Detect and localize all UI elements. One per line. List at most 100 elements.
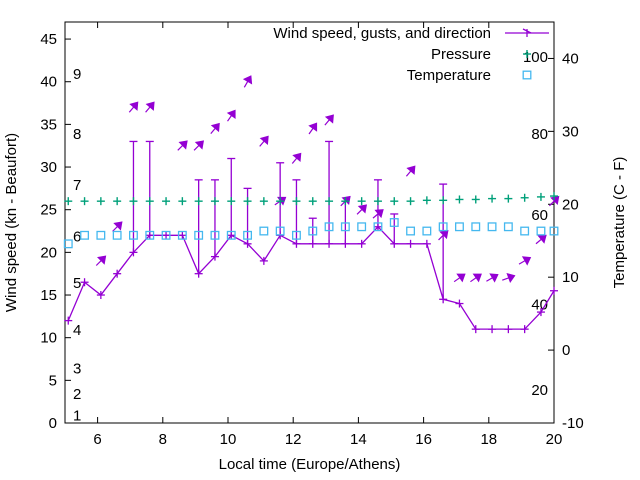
beaufort-label: 9	[73, 66, 81, 83]
wind-direction-arrow-head	[292, 152, 302, 163]
temperature-marker	[177, 230, 187, 240]
wind-direction-arrow-head	[489, 273, 499, 283]
x-axis-title: Local time (Europe/Athens)	[219, 456, 401, 473]
y-tick-label: 0	[49, 415, 57, 432]
temperature-marker	[406, 226, 416, 236]
inner-scale-label: 20	[531, 382, 548, 399]
temperature-marker	[80, 230, 90, 240]
temperature-marker	[96, 230, 106, 240]
y-tick-label: 45	[40, 31, 57, 48]
legend-label: Temperature	[407, 67, 491, 84]
wind-direction-arrow-head	[439, 229, 449, 240]
temperature-marker	[455, 222, 464, 232]
x-tick-label: 20	[546, 431, 563, 448]
temperature-marker	[292, 230, 301, 240]
legend-label: Pressure	[431, 46, 491, 63]
temperature-marker	[340, 222, 350, 232]
temperature-marker	[226, 230, 236, 240]
temperature-marker	[161, 230, 171, 240]
temperature-marker	[324, 222, 334, 232]
inner-scale-label: 40	[531, 297, 548, 314]
y-tick-label: 30	[40, 159, 57, 176]
x-tick-label: 8	[159, 431, 167, 448]
y2-tick-label: 10	[562, 269, 579, 286]
temperature-marker	[471, 222, 481, 232]
temperature-marker	[275, 226, 285, 236]
wind-direction-arrow-head	[521, 256, 532, 266]
wind-direction-arrow-head	[113, 221, 123, 231]
y-axis-title: Wind speed (kn - Beaufort)	[3, 133, 20, 312]
temperature-marker	[422, 226, 432, 236]
temperature-marker	[308, 226, 318, 236]
temperature-marker	[373, 222, 383, 232]
y-tick-label: 15	[40, 287, 57, 304]
legend-label: Wind speed, gusts, and direction	[273, 25, 491, 42]
y2-tick-label: 40	[562, 50, 579, 67]
x-tick-label: 18	[480, 431, 497, 448]
temperature-marker	[536, 226, 546, 236]
wind-direction-arrow-head	[129, 101, 139, 111]
temperature-marker	[210, 230, 220, 240]
y-tick-label: 20	[40, 244, 57, 261]
temperature-marker	[145, 230, 155, 240]
y-tick-label: 25	[40, 202, 57, 219]
wind-direction-arrow-head	[178, 140, 188, 150]
beaufort-label: 6	[73, 228, 81, 245]
wind-direction-arrow-head	[97, 255, 107, 265]
temperature-marker	[259, 226, 269, 236]
wind-direction-arrow-head	[374, 209, 384, 219]
wind-direction-arrow-head	[357, 204, 367, 214]
temperature-marker	[520, 226, 530, 236]
y2-tick-label: 20	[562, 196, 579, 213]
x-tick-label: 14	[350, 431, 367, 448]
y-tick-label: 35	[40, 116, 57, 133]
wind-direction-arrow-head	[194, 140, 204, 150]
temperature-marker	[112, 230, 122, 240]
beaufort-label: 3	[73, 361, 81, 378]
temperature-marker	[63, 239, 73, 249]
inner-scale-label: 60	[531, 207, 548, 224]
y2-axis-title: Temperature (C - F)	[611, 157, 628, 289]
temperature-marker	[357, 222, 367, 232]
wind-speed-line	[67, 225, 555, 330]
temperature-marker	[194, 230, 204, 240]
x-tick-label: 16	[415, 431, 432, 448]
wind-direction-arrow-head	[145, 101, 155, 111]
wind-direction-arrow-head	[259, 135, 269, 145]
beaufort-label: 4	[73, 322, 81, 339]
y2-tick-label: 0	[562, 342, 570, 359]
wind-direction-arrow-head	[242, 75, 253, 85]
legend-sample-temperature	[522, 70, 532, 80]
wind-direction-arrow-head	[308, 122, 318, 132]
y2-tick-label: 30	[562, 123, 579, 140]
wind-direction-arrow-head	[537, 234, 547, 244]
wind-direction-arrow-head	[226, 109, 236, 120]
temperature-marker	[129, 230, 138, 240]
temperature-marker	[549, 226, 559, 236]
wind-direction-arrow-head	[406, 165, 416, 175]
y2-tick-label: -10	[562, 415, 584, 432]
temperature-marker	[389, 218, 399, 227]
inner-scale-label: 80	[531, 126, 548, 143]
y-tick-label: 40	[40, 74, 57, 91]
wind-direction-arrow-head	[550, 195, 560, 206]
y-tick-label: 10	[40, 330, 57, 347]
wind-direction-arrow-head	[210, 122, 220, 133]
y-tick-label: 5	[49, 372, 57, 389]
temperature-marker	[487, 222, 497, 232]
temperature-marker	[438, 222, 448, 232]
wind-direction-arrow-head	[506, 272, 516, 284]
temperature-marker	[243, 230, 253, 240]
beaufort-label: 1	[73, 407, 81, 424]
beaufort-label: 7	[73, 177, 81, 194]
x-tick-label: 10	[220, 431, 237, 448]
plot-frame	[64, 21, 555, 424]
temperature-marker	[503, 222, 513, 232]
wind-direction-arrow-head	[472, 273, 482, 283]
x-tick-label: 12	[285, 431, 302, 448]
beaufort-label: 5	[73, 275, 81, 292]
wind-direction-arrow-head	[456, 273, 466, 283]
wind-direction-arrow-head	[324, 114, 334, 124]
